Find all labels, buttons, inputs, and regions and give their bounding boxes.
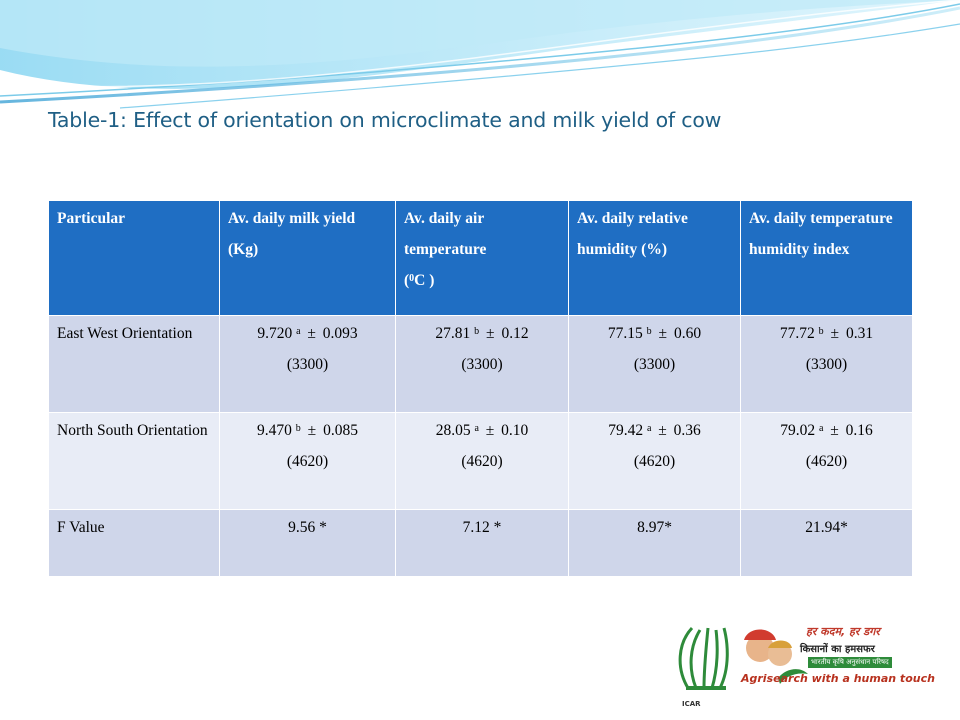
cell-se: 0.16 [845,422,873,439]
cell-se: 0.31 [845,325,874,342]
row-label: East West Orientation [48,315,220,413]
cell-se: 0.36 [673,422,701,439]
plus-minus-symbol: ± [485,422,495,439]
cell-superscript: a [474,423,479,434]
header-air-temperature: Av. daily air temperature (0C ) [395,200,569,316]
cell-n: (4620) [461,453,503,470]
header-particular: Particular [48,200,220,316]
plus-minus-symbol: ± [830,325,840,342]
plus-minus-symbol: ± [658,325,668,342]
row-label: North South Orientation [48,412,220,510]
cell-value: 79.42 [608,422,644,439]
cell-n: (4620) [633,453,676,470]
hindi-slogan-line2: किसानों का हमसफर [800,644,875,655]
table-row-f-value: F Value 9.56 * 7.12 * 8.97* 21.94* [48,509,913,577]
slide-title: Table-1: Effect of orientation on microc… [48,108,722,132]
cell-air-temperature: 28.05 a ± 0.10 (4620) [395,412,569,510]
cell-relative-humidity: 79.42 a ± 0.36 (4620) [568,412,741,510]
table-row-north-south: North South Orientation 9.470 b ± 0.085 (… [48,412,913,510]
cell-n: (3300) [286,356,329,373]
cell-f-thi: 21.94* [740,509,913,577]
cell-superscript: b [474,326,480,337]
table-row-east-west: East West Orientation 9.720 a ± 0.093 (33… [48,315,913,413]
wheat-emblem-icon [678,626,729,690]
results-table: Particular Av. daily milk yield (Kg) Av.… [48,200,913,577]
header-relative-humidity: Av. daily relative humidity (%) [568,200,741,316]
cell-superscript: a [646,423,652,434]
table-header-row: Particular Av. daily milk yield (Kg) Av.… [48,200,913,316]
cell-n: (3300) [633,356,676,373]
cell-se: 0.12 [501,325,529,342]
cell-se: 0.085 [323,422,358,439]
cell-n: (4620) [286,453,329,470]
org-name: ICAR [682,700,701,708]
header-air-temperature-label: Av. daily air temperature [404,210,487,258]
cell-value: 77.15 [607,325,643,342]
cell-value: 77.72 [779,325,815,342]
plus-minus-symbol: ± [658,422,667,439]
header-thi: Av. daily temperature humidity index [740,200,913,316]
hindi-org-name: भारतीय कृषि अनुसंधान परिषद [808,657,892,668]
temp-unit-open: ( [404,272,410,289]
cell-relative-humidity: 77.15 b ± 0.60 (3300) [568,315,741,413]
header-swoosh-decoration [0,0,960,109]
plus-minus-symbol: ± [307,325,316,342]
cell-superscript: a [818,423,824,434]
cell-f-relative-humidity: 8.97* [568,509,741,577]
cell-superscript: a [296,326,301,337]
cell-superscript: b [295,423,301,434]
tagline: Agrisearch with a human touch [741,672,935,685]
plus-minus-symbol: ± [486,325,495,342]
cell-value: 9.720 [257,325,293,342]
plus-minus-symbol: ± [830,422,839,439]
cell-superscript: b [818,326,824,337]
cell-milk-yield: 9.470 b ± 0.085 (4620) [219,412,396,510]
cell-se: 0.60 [673,325,702,342]
cell-superscript: b [646,326,652,337]
icar-logo [678,626,808,690]
row-label: F Value [48,509,220,577]
cell-milk-yield: 9.720 a ± 0.093 (3300) [219,315,396,413]
cell-n: (4620) [805,453,848,470]
cell-thi: 79.02 a ± 0.16 (4620) [740,412,913,510]
cell-value: 79.02 [780,422,816,439]
cell-thi: 77.72 b ± 0.31 (3300) [740,315,913,413]
cell-n: (3300) [805,356,848,373]
cell-f-air-temperature: 7.12 * [395,509,569,577]
temp-unit-label: C ) [414,272,435,289]
cell-value: 27.81 [435,325,471,342]
cell-value: 28.05 [435,422,471,439]
cell-n: (3300) [461,356,503,373]
cell-air-temperature: 27.81 b ± 0.12 (3300) [395,315,569,413]
farmer-faces-icon [744,629,808,684]
hindi-slogan-line1: हर कदम, हर डगर [806,625,880,638]
cell-se: 0.10 [501,422,529,439]
plus-minus-symbol: ± [307,422,317,439]
header-milk-yield: Av. daily milk yield (Kg) [219,200,396,316]
temp-unit-degree: 0 [409,273,415,284]
cell-value: 9.470 [257,422,292,439]
cell-se: 0.093 [322,325,358,342]
cell-f-milk-yield: 9.56 * [219,509,396,577]
